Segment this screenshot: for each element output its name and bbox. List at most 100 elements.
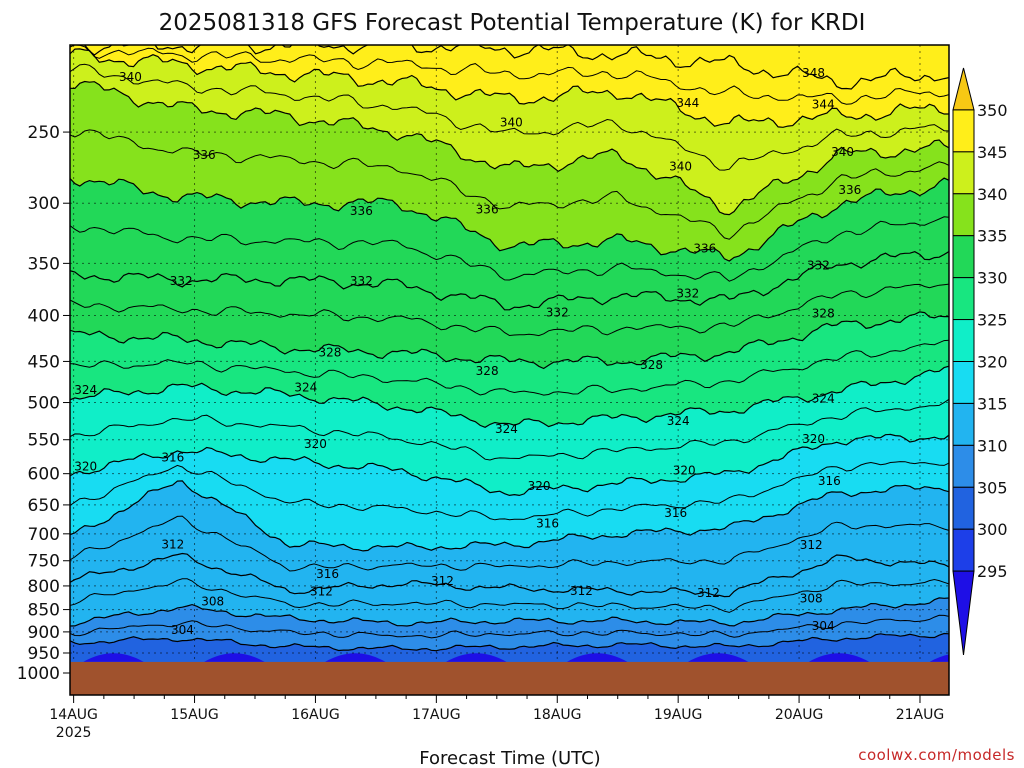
y-tick-label: 750 [28, 552, 60, 572]
contour-label: 312 [697, 586, 720, 600]
colorbar-label: 330 [977, 269, 1008, 288]
credit-link[interactable]: coolwx.com/models [858, 746, 1015, 764]
y-tick-label: 250 [28, 123, 60, 143]
isentrope-line [70, 45, 949, 105]
colorbar-label: 295 [977, 562, 1008, 581]
colorbar-swatch [952, 277, 975, 321]
theta-band [204, 653, 265, 662]
isentrope-line [70, 578, 949, 613]
colorbar-label: 315 [977, 394, 1008, 413]
contour-label: 312 [310, 585, 333, 599]
colorbar-label: 325 [977, 311, 1008, 330]
theta-band [70, 480, 949, 597]
contour-label: 328 [476, 364, 499, 378]
y-tick-label: 350 [28, 254, 60, 274]
theta-band [70, 366, 949, 496]
isentrope-layer [70, 45, 949, 652]
colorbar-swatch [952, 235, 975, 279]
theta-fill-layer [70, 45, 949, 695]
theta-band [83, 653, 144, 662]
theta-band [70, 81, 949, 261]
isentrope-line [70, 48, 949, 128]
y-tick-label: 1000 [17, 664, 60, 684]
y-tick-label: 900 [28, 623, 60, 643]
contour-label: 312 [431, 574, 454, 588]
theta-band [446, 653, 507, 662]
contour-label: 324 [294, 380, 317, 394]
contour-label: 344 [676, 96, 699, 110]
contour-label: 324 [74, 383, 97, 397]
contour-label: 316 [536, 517, 559, 531]
contour-label: 340 [669, 159, 692, 173]
colorbar-label: 300 [977, 520, 1008, 539]
colorbar-label: 340 [977, 185, 1008, 204]
isentrope-line [70, 433, 949, 497]
contour-label: 320 [528, 479, 551, 493]
contour-label: 320 [74, 459, 97, 473]
colorbar-label: 320 [977, 353, 1008, 372]
colorbar-label: 305 [977, 478, 1008, 497]
y-tick-label: 850 [28, 601, 60, 621]
x-axis-label: Forecast Time (UTC) [419, 748, 600, 768]
colorbar-swatch [952, 402, 975, 446]
y-tick-label: 800 [28, 577, 60, 597]
colorbar-swatch [952, 528, 975, 572]
contour-label: 336 [838, 183, 861, 197]
x-tick-label: 16AUG [291, 707, 340, 723]
colorbar-swatch [952, 486, 975, 530]
contour-label: 304 [812, 619, 835, 633]
y-tick-label: 600 [28, 465, 60, 485]
contour-label: 340 [500, 116, 523, 130]
chart-title: 2025081318 GFS Forecast Potential Temper… [159, 10, 866, 36]
contour-label: 324 [812, 392, 835, 406]
contour-label: 332 [350, 274, 373, 288]
y-tick-label: 500 [28, 394, 60, 414]
y-tick-label: 950 [28, 644, 60, 664]
colorbar-swatch [952, 151, 975, 195]
colorbar-extend-top [952, 67, 975, 111]
theta-band [70, 311, 949, 428]
theta-band [70, 553, 949, 626]
theta-band [929, 654, 949, 662]
x-tick-label: 21AUG [896, 707, 945, 723]
colorbar-swatch [952, 193, 975, 237]
theta-band [70, 597, 949, 651]
theta-band [70, 434, 949, 551]
contour-label: 340 [831, 145, 854, 159]
theta-band [70, 45, 949, 89]
isentrope-line [70, 339, 949, 396]
colorbar-swatch [952, 444, 975, 488]
colorbar-label: 350 [977, 101, 1008, 120]
x-tick-label: 17AUG [412, 707, 461, 723]
colorbar-label: 345 [977, 143, 1008, 162]
y-tick-label: 700 [28, 525, 60, 545]
contour-label: 320 [673, 463, 696, 477]
contour-label: 328 [318, 346, 341, 360]
colorbar-swatch [952, 319, 975, 363]
x-tick-label: 15AUG [170, 707, 219, 723]
theta-band [325, 653, 386, 662]
contour-label: 316 [161, 451, 184, 465]
contour-label: 320 [304, 437, 327, 451]
contour-label: 332 [170, 274, 193, 288]
isentrope-line [70, 177, 949, 262]
isentrope-line [70, 480, 949, 552]
contour-label: 336 [476, 203, 499, 217]
y-axis: 2503003504004505005506006507007508008509… [17, 123, 70, 684]
y-tick-label: 450 [28, 352, 60, 372]
contour-label: 324 [667, 414, 690, 428]
contour-label: 328 [640, 358, 663, 372]
contour-label: 336 [193, 148, 216, 162]
contour-label: 320 [802, 432, 825, 446]
contour-label: 332 [807, 259, 830, 273]
ground [70, 661, 949, 695]
y-tick-label: 300 [28, 194, 60, 214]
colorbar-extend-bottom [952, 570, 975, 656]
isentrope-line [70, 129, 949, 240]
contour-label: 308 [201, 595, 224, 609]
theta-band [566, 653, 628, 662]
isentrope-line [70, 461, 949, 521]
plot-frame [69, 44, 950, 696]
isentrope-line [70, 632, 949, 652]
